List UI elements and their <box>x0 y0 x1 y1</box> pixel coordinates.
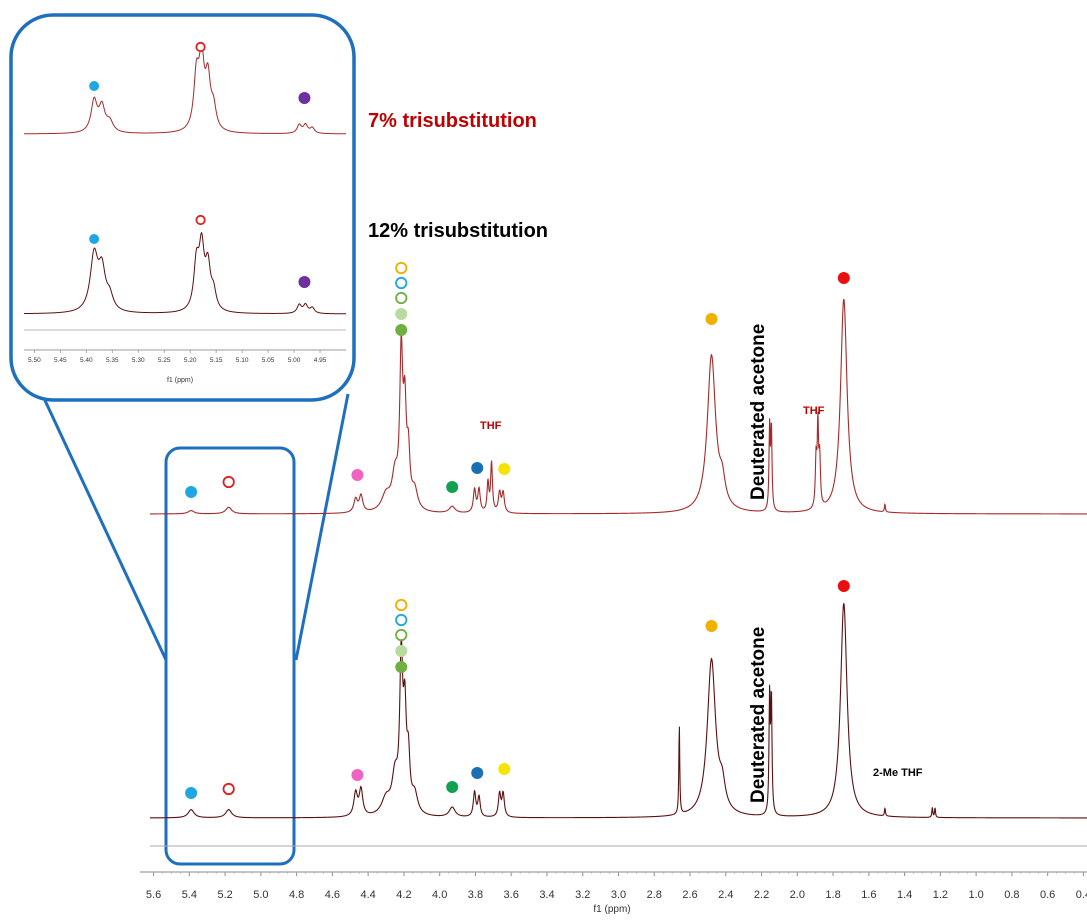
x-tick-label: 3.0 <box>611 889 626 901</box>
peak-marker <box>185 486 198 498</box>
inset-peak-marker <box>298 276 311 288</box>
inset-panel <box>9 13 356 402</box>
peak-marker <box>705 620 718 632</box>
annotation-deuterated-acetone: Deuterated acetone <box>748 627 769 803</box>
stacked-peak-marker <box>395 661 408 673</box>
x-tick-label: 0.8 <box>1004 889 1019 901</box>
zoom-callout <box>40 393 350 866</box>
stacked-peak-marker <box>395 324 408 336</box>
x-tick-label: 3.4 <box>539 889 554 901</box>
inset-spectrum-line-series-2 <box>24 231 346 315</box>
peak-marker <box>446 781 459 793</box>
peak-marker <box>446 481 459 493</box>
peak-marker <box>837 580 850 592</box>
peak-marker <box>222 782 235 796</box>
inset-x-tick-label: 4.95 <box>314 357 327 364</box>
x-tick-label: 5.4 <box>182 889 197 901</box>
peak-marker <box>351 769 364 781</box>
peak-marker <box>222 475 235 489</box>
stacked-peak-marker <box>395 308 408 320</box>
x-tick-label: 1.8 <box>825 889 840 901</box>
peak-marker <box>471 462 484 474</box>
stacked-peak-marker <box>395 276 408 290</box>
x-tick-label: 2.8 <box>647 889 662 901</box>
peak-marker <box>471 767 484 779</box>
annotation-2-me-thf: 2-Me THF <box>873 767 923 779</box>
x-tick-label: 2.2 <box>754 889 769 901</box>
x-tick-label: 5.6 <box>146 889 161 901</box>
inset-x-tick-label: 5.05 <box>262 357 275 364</box>
inset-peak-marker <box>195 41 206 53</box>
zoom-region-box <box>164 446 296 866</box>
peak-marker <box>351 469 364 481</box>
spectrum-line-series-2 <box>150 603 1087 819</box>
x-tick-label: 2.0 <box>790 889 805 901</box>
x-tick-label: 2.6 <box>682 889 697 901</box>
peak-marker <box>498 763 511 775</box>
annotation-thf: THF <box>480 420 502 432</box>
callout-connector-left <box>40 393 168 661</box>
x-tick-label: 1.2 <box>933 889 948 901</box>
inset-x-tick-label: 5.40 <box>80 357 93 364</box>
series-title-12pct: 12% trisubstitution <box>368 220 548 242</box>
inset-x-tick-label: 5.45 <box>54 357 67 364</box>
x-tick-label: 3.2 <box>575 889 590 901</box>
x-tick-label: 3.8 <box>468 889 483 901</box>
stacked-peak-marker <box>395 598 408 612</box>
x-tick-label: 5.2 <box>217 889 232 901</box>
inset-x-tick-label: 5.25 <box>158 357 171 364</box>
inset-x-tick-label: 5.20 <box>184 357 197 364</box>
peak-marker <box>837 272 850 284</box>
callout-connector-right <box>294 393 350 661</box>
x-tick-label: 4.4 <box>361 889 376 901</box>
x-axis-label: f1 (ppm) <box>593 904 630 915</box>
inset-x-tick-label: 5.15 <box>210 357 223 364</box>
inset-peak-marker <box>298 92 311 104</box>
x-tick-label: 1.0 <box>968 889 983 901</box>
inset-x-tick-label: 5.10 <box>236 357 249 364</box>
x-tick-label: 0.4 <box>1076 889 1087 901</box>
inset-peak-marker <box>89 234 100 244</box>
inset-spectrum-line-series-1 <box>24 41 346 135</box>
stacked-peak-marker <box>395 261 408 275</box>
spectrum-line-series-1 <box>150 298 1087 515</box>
inset-x-tick-label: 5.30 <box>132 357 145 364</box>
peak-marker <box>498 463 511 475</box>
annotation-thf: THF <box>803 405 825 417</box>
x-tick-label: 1.6 <box>861 889 876 901</box>
x-tick-label: 3.6 <box>504 889 519 901</box>
x-tick-label: 4.0 <box>432 889 447 901</box>
inset-peak-marker <box>89 81 100 91</box>
inset-x-tick-label: 5.35 <box>106 357 119 364</box>
inset-spectra: 5.50 5.45 5.40 5.35 5.30 5.25 5.20 5.15 5.10 5.05… <box>9 13 356 402</box>
x-tick-label: 4.8 <box>289 889 304 901</box>
series-title-7pct: 7% trisubstitution <box>368 110 537 132</box>
inset-x-axis-label: f1 (ppm) <box>167 377 193 384</box>
x-tick-label: 1.4 <box>897 889 912 901</box>
inset-x-tick-label: 5.00 <box>288 357 301 364</box>
x-tick-label: 4.2 <box>396 889 411 901</box>
peak-marker <box>185 787 198 799</box>
annotation-deuterated-acetone: Deuterated acetone <box>748 324 769 500</box>
stacked-peak-marker <box>395 645 408 657</box>
stacked-peak-marker <box>395 613 408 627</box>
stacked-peak-marker <box>395 628 408 642</box>
x-tick-label: 4.6 <box>325 889 340 901</box>
peak-marker <box>705 313 718 325</box>
inset-peak-marker <box>195 214 206 226</box>
x-tick-label: 0.6 <box>1040 889 1055 901</box>
x-tick-label: 5.0 <box>253 889 268 901</box>
x-tick-label: 2.4 <box>718 889 733 901</box>
inset-x-tick-label: 5.50 <box>28 357 41 364</box>
stacked-peak-marker <box>395 291 408 305</box>
main-spectra: 5.6 5.4 5.2 5.0 4.8 4.6 4.4 4.2 4.0 3.8 3.6 3.4 3.2 3… <box>140 261 1087 901</box>
